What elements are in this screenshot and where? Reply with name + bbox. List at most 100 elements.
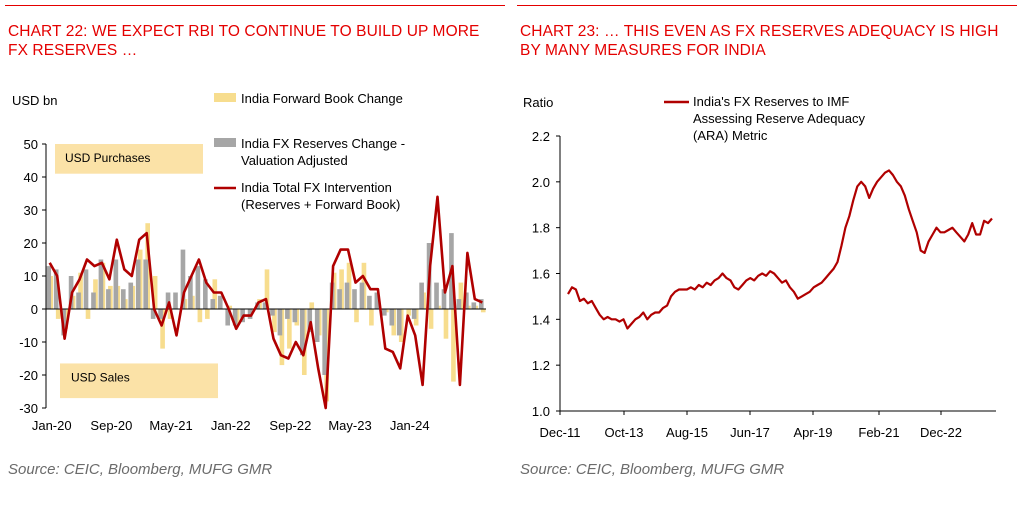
valuation-adjusted-bar <box>128 282 134 309</box>
valuation-adjusted-bar <box>46 266 52 309</box>
valuation-adjusted-bar <box>158 309 163 319</box>
forward-book-bar <box>85 309 91 319</box>
chart-23-title: CHART 23: … THIS EVEN AS FX RESERVES ADE… <box>520 23 999 59</box>
legend-label-intervention: India Total FX Intervention (Reserves + F… <box>241 180 400 212</box>
legend-line: Valuation Adjusted <box>241 153 348 168</box>
legend-line: India FX Reserves Change - <box>241 136 405 151</box>
valuation-adjusted-bar <box>471 302 477 309</box>
valuation-adjusted-bar <box>478 299 484 309</box>
valuation-adjusted-bar <box>285 309 290 319</box>
y-tick-label: -20 <box>19 368 38 383</box>
valuation-adjusted-bar <box>173 292 178 309</box>
chart-23-panel: CHART 23: … THIS EVEN AS FX RESERVES ADE… <box>512 0 1017 508</box>
usd-purchases-label: USD Purchases <box>65 151 150 165</box>
valuation-adjusted-bar <box>225 309 231 326</box>
forward-book-bar <box>458 282 464 309</box>
legend-swatch-valuation <box>214 138 236 147</box>
legend-line: India Total FX Intervention <box>241 180 392 195</box>
forward-book-bar <box>272 309 277 333</box>
y-tick-label: 1.8 <box>532 221 550 236</box>
valuation-adjusted-bar <box>217 295 223 309</box>
title-rule <box>5 5 505 6</box>
valuation-adjusted-bar <box>270 309 275 316</box>
x-tick-label: Feb-21 <box>858 425 899 440</box>
valuation-adjusted-bar <box>396 309 402 336</box>
valuation-adjusted-bar <box>367 295 372 309</box>
x-tick-label: Jan-24 <box>390 418 430 433</box>
x-tick-label: Jan-20 <box>32 418 72 433</box>
valuation-adjusted-bar <box>53 269 59 309</box>
valuation-adjusted-bar <box>337 289 342 309</box>
y-tick-label: 0 <box>31 302 38 317</box>
y-tick-label: 50 <box>24 137 38 152</box>
chart-22-title: CHART 22: WE EXPECT RBI TO CONTINUE TO B… <box>8 23 480 59</box>
chart-22-svg: USD Purchases USD Sales USD bn -30 -20 -10 0 10… <box>12 91 486 433</box>
y-tick-label: 1.6 <box>532 267 550 282</box>
usd-purchases-box <box>55 144 203 174</box>
forward-book-bar <box>264 269 270 309</box>
valuation-adjusted-bar <box>143 259 148 309</box>
legend-line: India's FX Reserves to IMF <box>693 94 849 109</box>
valuation-adjusted-bar <box>180 249 186 309</box>
x-tick-label: Jan-22 <box>211 418 251 433</box>
ara-ratio-line <box>567 169 993 330</box>
y-axis-label: Ratio <box>523 95 553 110</box>
valuation-adjusted-bar <box>359 282 365 309</box>
valuation-adjusted-bar <box>464 292 469 309</box>
forward-book-bar <box>451 309 456 382</box>
valuation-adjusted-bar <box>441 289 447 309</box>
x-tick-label: May-23 <box>328 418 371 433</box>
forward-book-bar <box>55 309 61 319</box>
chart-22-panel: CHART 22: WE EXPECT RBI TO CONTINUE TO B… <box>0 0 505 508</box>
valuation-adjusted-bar <box>106 289 111 309</box>
forward-book-bar <box>160 309 165 349</box>
y-tick-label: 1.4 <box>532 312 550 327</box>
y-axis-label: USD bn <box>12 93 58 108</box>
forward-book-bar <box>287 309 292 349</box>
x-tick-label: Jun-17 <box>730 425 770 440</box>
valuation-adjusted-bar <box>389 309 395 326</box>
valuation-adjusted-bar <box>344 282 350 309</box>
legend-line: Assessing Reserve Adequacy <box>693 111 865 126</box>
x-tick-label: Sep-22 <box>269 418 311 433</box>
x-tick-label: May-21 <box>149 418 192 433</box>
y-tick-label: -10 <box>19 335 38 350</box>
valuation-adjusted-bar <box>195 266 201 309</box>
y-tick-label: 2.2 <box>532 129 550 144</box>
valuation-adjusted-bar <box>434 282 439 309</box>
forward-book-bar <box>152 276 158 309</box>
usd-sales-label: USD Sales <box>71 370 130 384</box>
valuation-adjusted-bar <box>247 309 253 319</box>
y-tick-label: 30 <box>24 203 38 218</box>
y-tick-label: 40 <box>24 170 38 185</box>
x-tick-label: Sep-20 <box>90 418 132 433</box>
total-intervention-line <box>48 195 483 410</box>
chart-22-source: Source: CEIC, Bloomberg, MUFG GMR <box>8 461 273 478</box>
usd-sales-box <box>60 363 218 399</box>
x-tick-label: Dec-11 <box>540 425 581 440</box>
chart-23-svg: Ratio 1.0 1.2 1.4 1.6 1.8 2.0 2.2 Dec-11 Oct-13 Au… <box>523 94 996 440</box>
x-tick-label: Dec-22 <box>920 425 962 440</box>
forward-book-bar <box>167 309 173 319</box>
valuation-adjusted-bar <box>292 309 298 323</box>
x-tick-label: Oct-13 <box>604 425 643 440</box>
forward-book-bar <box>227 305 233 309</box>
valuation-adjusted-bar <box>188 276 193 309</box>
chart-23-source: Source: CEIC, Bloomberg, MUFG GMR <box>520 461 785 478</box>
valuation-adjusted-bar <box>382 309 387 316</box>
legend-line: (ARA) Metric <box>693 128 768 143</box>
valuation-adjusted-bar <box>314 309 320 342</box>
y-tick-label: 1.0 <box>532 404 550 419</box>
y-tick-label: 10 <box>24 269 38 284</box>
forward-book-bar <box>78 272 83 309</box>
legend-swatch-forward-book <box>214 93 236 102</box>
valuation-adjusted-bar <box>120 289 126 309</box>
forward-book-bar <box>406 309 412 316</box>
valuation-adjusted-bar <box>262 302 268 309</box>
legend-label-forward-book: India Forward Book Change <box>241 91 403 106</box>
valuation-adjusted-bar <box>150 309 156 319</box>
valuation-adjusted-bar <box>299 309 305 356</box>
title-rule <box>517 5 1017 6</box>
valuation-adjusted-bar <box>76 292 81 309</box>
valuation-adjusted-bar <box>83 269 89 309</box>
